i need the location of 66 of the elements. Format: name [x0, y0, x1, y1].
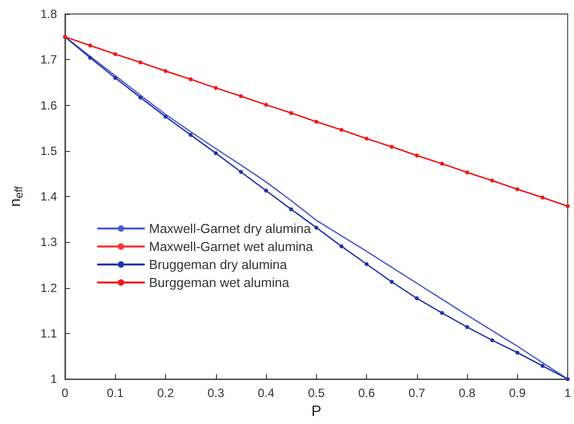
point	[465, 325, 470, 330]
point	[364, 136, 369, 141]
y-tick-label: 1.8	[40, 7, 58, 21]
point	[214, 86, 218, 90]
x-tick-label: 0.2	[157, 386, 174, 400]
point	[289, 207, 294, 212]
y-tick-label: 1.3	[40, 235, 58, 250]
x-tick-label: 0	[62, 386, 69, 400]
y-tick-label: 1.5	[40, 144, 58, 158]
legend-label: Burggeman wet alumina	[149, 275, 290, 290]
point	[490, 338, 494, 342]
point	[515, 350, 520, 355]
point	[314, 226, 318, 230]
point	[188, 132, 193, 137]
point	[238, 94, 243, 98]
point	[339, 244, 344, 248]
x-axis-title: P	[311, 403, 322, 420]
x-tick-label: 1	[564, 386, 572, 400]
point	[264, 102, 268, 107]
x-tick-label: 0.6	[358, 386, 376, 400]
point	[339, 128, 344, 132]
point	[138, 96, 142, 100]
x-tick-label: 0.8	[458, 386, 476, 400]
x-tick-label: 0.4	[258, 386, 275, 400]
point	[390, 144, 394, 149]
point	[364, 262, 369, 266]
point	[314, 120, 318, 124]
y-tick-label: 1.7	[40, 52, 58, 67]
x-tick-label: 0.7	[408, 386, 426, 400]
y-tick-label: 1.1	[40, 326, 58, 340]
point	[465, 170, 470, 174]
point	[540, 364, 545, 368]
point	[440, 310, 444, 315]
x-tick-label: 0.1	[106, 386, 124, 400]
point	[440, 162, 444, 166]
point	[88, 56, 92, 60]
point	[566, 204, 570, 208]
point	[414, 296, 419, 300]
point	[214, 151, 218, 156]
point	[264, 188, 268, 193]
point	[238, 170, 243, 174]
point	[138, 60, 142, 64]
y-tick-label: 1.2	[40, 280, 58, 295]
y-axis-title: neff	[7, 185, 26, 207]
y-tick-label: 1.4	[40, 190, 58, 204]
point	[188, 77, 193, 82]
legend-label: Maxwell-Garnet dry alumina	[149, 221, 312, 236]
point	[490, 178, 494, 183]
legend-label: Maxwell-Garnet wet alumina	[149, 239, 314, 254]
point	[289, 111, 294, 116]
point	[88, 43, 92, 48]
x-tick-label: 0.9	[509, 386, 526, 400]
point	[113, 76, 118, 80]
point	[164, 114, 168, 119]
point	[390, 280, 394, 284]
point	[113, 52, 118, 56]
y-tick-label: 1.6	[40, 98, 58, 112]
legend-label: Bruggeman dry alumina	[149, 257, 288, 272]
point	[414, 153, 419, 158]
x-tick-label: 0.3	[207, 386, 224, 400]
point	[540, 195, 545, 200]
point	[164, 69, 168, 74]
point	[566, 377, 570, 382]
y-tick-label: 1	[50, 372, 58, 386]
x-tick-label: 0.5	[308, 386, 325, 400]
point	[515, 187, 520, 192]
